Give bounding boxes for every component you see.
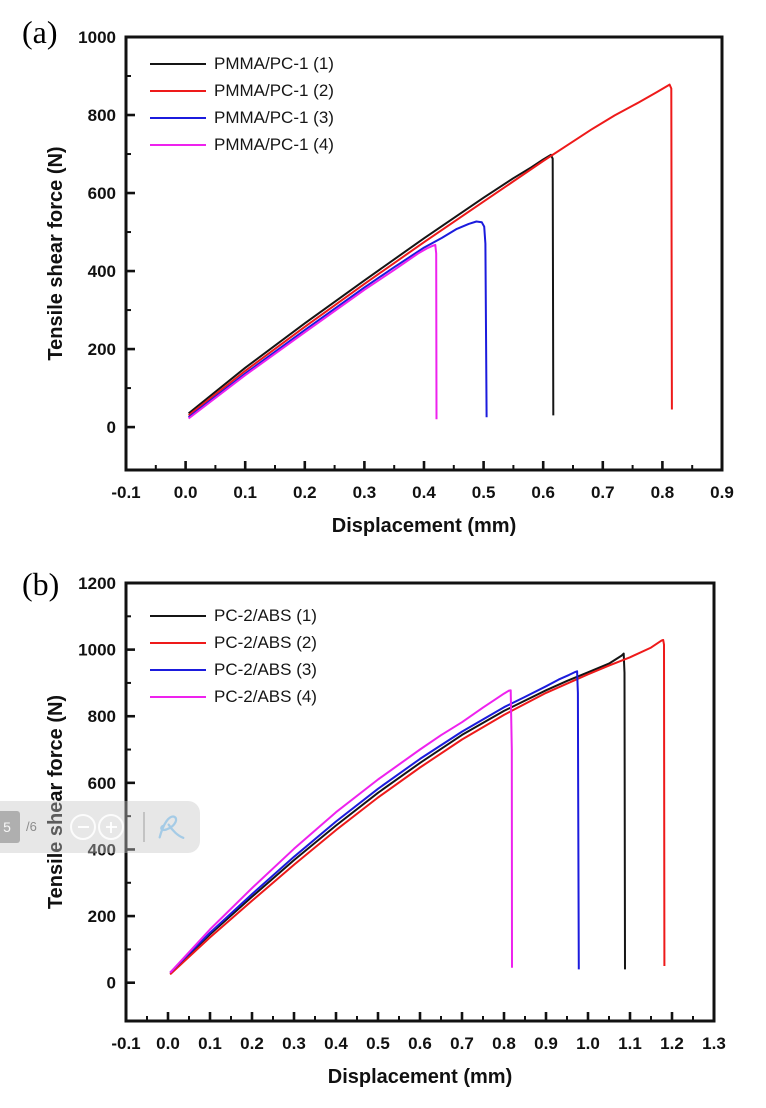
x-tick-label: 0.3 xyxy=(353,483,377,502)
x-tick-label: 0.0 xyxy=(174,483,198,502)
plot-box xyxy=(124,35,724,472)
y-tick-label: 1000 xyxy=(78,28,116,47)
zoom-out-button[interactable] xyxy=(70,814,96,840)
legend-item: PMMA/PC-1 (4) xyxy=(150,131,334,158)
x-tick-label: 0.1 xyxy=(198,1034,222,1053)
legend-label: PMMA/PC-1 (2) xyxy=(214,80,334,100)
legend-item: PMMA/PC-1 (3) xyxy=(150,104,334,131)
panel-label-a: (a) xyxy=(22,14,58,50)
x-tick-label: 0.8 xyxy=(651,483,675,502)
x-tick-label: 1.1 xyxy=(618,1034,642,1053)
x-tick-label: 0.0 xyxy=(156,1034,180,1053)
plot-box xyxy=(124,581,716,1023)
legend-label: PC-2/ABS (4) xyxy=(214,686,317,706)
x-axis-title: Displacement (mm) xyxy=(328,1066,513,1088)
x-tick-label: 0.7 xyxy=(591,483,615,502)
x-tick-label: -0.1 xyxy=(111,483,140,502)
x-tick-label: 0.7 xyxy=(450,1034,474,1053)
y-tick-label: 800 xyxy=(88,707,116,726)
y-tick-label: 400 xyxy=(88,262,116,281)
legend-item: PC-2/ABS (2) xyxy=(150,629,317,656)
x-tick-label: 0.6 xyxy=(408,1034,432,1053)
y-tick-label: 0 xyxy=(107,974,116,993)
x-tick-label: 0.5 xyxy=(366,1034,390,1053)
axes: -0.1 0.0 0.1 0.2 0.3 0.4 0.5 0.6 0.7 0.8 0.9 0 200 40… xyxy=(78,28,734,502)
x-tick-label: 0.1 xyxy=(233,483,257,502)
minus-icon xyxy=(77,826,89,828)
legend-item: PMMA/PC-1 (2) xyxy=(150,77,334,104)
x-tick-label: 1.3 xyxy=(702,1034,726,1053)
series-line-2 xyxy=(187,220,488,419)
x-tick-label: -0.1 xyxy=(111,1034,140,1053)
y-tick-label: 200 xyxy=(88,340,116,359)
series-line-3 xyxy=(187,243,438,420)
legend-line-swatch xyxy=(150,143,206,146)
y-tick-label: 1000 xyxy=(78,641,116,660)
legend-line-swatch xyxy=(150,668,206,671)
legend-line-swatch xyxy=(150,116,206,119)
x-tick-label: 0.2 xyxy=(240,1034,264,1053)
x-tick-label: 0.6 xyxy=(531,483,555,502)
legend-label: PC-2/ABS (3) xyxy=(214,659,317,679)
legend-label: PMMA/PC-1 (4) xyxy=(214,134,334,154)
legend-line-swatch xyxy=(150,62,206,65)
x-tick-label: 0.9 xyxy=(710,483,734,502)
series-line-3 xyxy=(169,689,513,974)
x-tick-label: 0.4 xyxy=(324,1034,348,1053)
x-tick-label: 0.8 xyxy=(492,1034,516,1053)
y-tick-label: 0 xyxy=(107,418,116,437)
y-tick-label: 200 xyxy=(88,907,116,926)
x-tick-label: 0.3 xyxy=(282,1034,306,1053)
x-tick-label: 0.9 xyxy=(534,1034,558,1053)
legend-label: PC-2/ABS (2) xyxy=(214,632,317,652)
x-tick-label: 1.2 xyxy=(660,1034,684,1053)
legend-item: PMMA/PC-1 (1) xyxy=(150,50,334,77)
x-tick-label: 0.4 xyxy=(412,483,436,502)
legend-item: PC-2/ABS (1) xyxy=(150,602,317,629)
page-number-input[interactable]: 5 xyxy=(0,811,20,843)
x-axis-title: Displacement (mm) xyxy=(332,515,517,537)
y-tick-label: 600 xyxy=(88,774,116,793)
chart-a: -0.1 0.0 0.1 0.2 0.3 0.4 0.5 0.6 0.7 0.8 0.9 0 200 40… xyxy=(45,28,734,537)
legend-item: PC-2/ABS (4) xyxy=(150,683,317,710)
legend-line-swatch xyxy=(150,695,206,698)
zoom-in-button[interactable] xyxy=(98,814,124,840)
legend-line-swatch xyxy=(150,89,206,92)
legend-label: PC-2/ABS (1) xyxy=(214,605,317,625)
y-axis-title: Tensile shear force (N) xyxy=(45,146,67,360)
legend-line-swatch xyxy=(150,614,206,617)
legend-label: PMMA/PC-1 (3) xyxy=(214,107,334,127)
y-tick-label: 400 xyxy=(88,840,116,859)
y-tick-label: 1200 xyxy=(78,574,116,593)
legend-chart-b: PC-2/ABS (1) PC-2/ABS (2) PC-2/ABS (3) P… xyxy=(150,602,317,710)
panel-label-b: (b) xyxy=(22,566,60,602)
x-tick-label: 0.5 xyxy=(472,483,496,502)
series-line-2 xyxy=(169,670,580,974)
chart-b: -0.1 0.0 0.1 0.2 0.3 0.4 0.5 0.6 0.7 0.8 0.9 1.0 1.1… xyxy=(45,574,726,1088)
series-line-1 xyxy=(169,639,666,976)
adobe-acrobat-icon[interactable] xyxy=(154,810,188,844)
page-total-label: /6 xyxy=(26,819,37,834)
toolbar-divider xyxy=(143,812,145,842)
series-line-0 xyxy=(169,652,626,974)
page-number-value: 5 xyxy=(3,819,11,835)
legend-label: PMMA/PC-1 (1) xyxy=(214,53,334,73)
legend-line-swatch xyxy=(150,641,206,644)
series-line-1 xyxy=(187,83,673,417)
legend-chart-a: PMMA/PC-1 (1) PMMA/PC-1 (2) PMMA/PC-1 (3… xyxy=(150,50,334,158)
legend-item: PC-2/ABS (3) xyxy=(150,656,317,683)
x-tick-label: 1.0 xyxy=(576,1034,600,1053)
pdf-floating-toolbar: 5 /6 xyxy=(0,801,200,853)
y-axis-title: Tensile shear force (N) xyxy=(45,695,67,909)
x-tick-label: 0.2 xyxy=(293,483,317,502)
y-tick-label: 800 xyxy=(88,106,116,125)
y-tick-label: 600 xyxy=(88,184,116,203)
